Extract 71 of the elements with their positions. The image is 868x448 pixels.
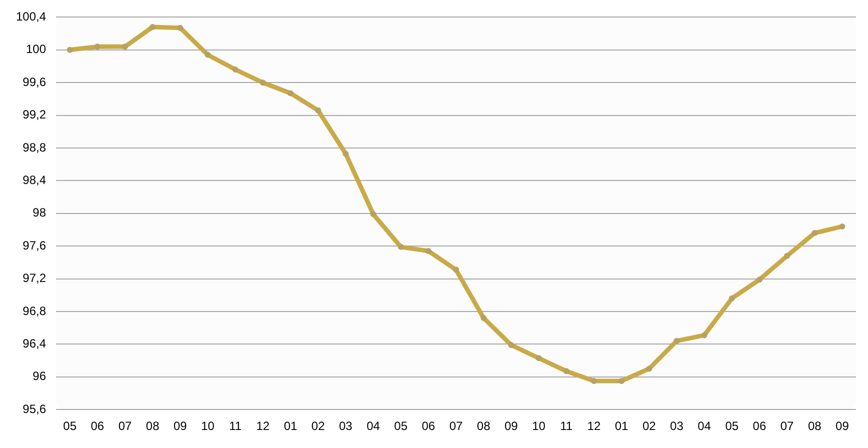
x-tick-label: 11 xyxy=(229,419,242,434)
x-tick-label: 10 xyxy=(532,419,546,434)
x-tick-label: 11 xyxy=(560,419,573,434)
point xyxy=(66,46,73,53)
point xyxy=(315,107,322,114)
point xyxy=(536,355,542,362)
y-tick-label: 98,8 xyxy=(22,140,46,154)
x-tick-label: 09 xyxy=(173,419,188,434)
y-tick-label: 96 xyxy=(32,369,46,384)
point xyxy=(563,368,570,374)
point xyxy=(150,24,156,30)
x-tick-label: 12 xyxy=(256,419,270,434)
y-tick-label: 98,4 xyxy=(22,173,46,188)
x-tick-label: 01 xyxy=(284,419,298,434)
point xyxy=(122,44,128,50)
x-tick-label: 02 xyxy=(311,419,326,434)
x-tick-label: 07 xyxy=(449,419,464,434)
x-tick-label: 06 xyxy=(90,419,104,434)
y-tick-label: 99,6 xyxy=(22,74,46,89)
point xyxy=(94,44,100,50)
y-tick-label: 100,4 xyxy=(16,10,46,24)
x-tick-label: 05 xyxy=(725,419,739,434)
point xyxy=(204,52,211,58)
point xyxy=(674,338,680,344)
y-tick-label: 97,2 xyxy=(22,271,46,286)
point xyxy=(177,24,184,31)
point xyxy=(701,332,708,338)
y-tick-label: 97,6 xyxy=(22,238,46,252)
point xyxy=(370,211,376,218)
x-tick-label: 09 xyxy=(836,419,850,434)
x-tick-label: 03 xyxy=(670,419,684,434)
point xyxy=(646,366,652,372)
point xyxy=(453,266,460,273)
x-tick-label: 08 xyxy=(146,419,160,434)
x-tick-label: 08 xyxy=(808,419,822,434)
y-tick-label: 96,8 xyxy=(22,304,46,318)
point xyxy=(425,248,432,254)
point xyxy=(728,295,735,302)
y-tick-label: 95,6 xyxy=(22,402,46,416)
x-tick-label: 04 xyxy=(698,419,712,434)
x-tick-label: 07 xyxy=(780,419,794,434)
point xyxy=(232,66,238,73)
point xyxy=(618,378,625,384)
point xyxy=(508,342,514,348)
point xyxy=(342,150,349,157)
point xyxy=(260,80,266,86)
x-tick-label: 10 xyxy=(201,419,215,434)
y-tick-label: 98 xyxy=(32,206,46,220)
x-tick-label: 04 xyxy=(366,419,380,434)
x-tick-label: 06 xyxy=(422,419,436,434)
point xyxy=(480,315,487,322)
y-tick-label: 99,2 xyxy=(22,108,46,122)
point xyxy=(756,276,762,283)
point xyxy=(288,90,294,96)
x-tick-label: 01 xyxy=(614,419,629,434)
point xyxy=(812,230,818,236)
point xyxy=(784,252,790,259)
y-tick-label: 96,4 xyxy=(22,336,46,351)
x-tick-label: 05 xyxy=(63,419,77,434)
x-tick-label: 07 xyxy=(118,419,132,434)
x-tick-label: 08 xyxy=(476,419,491,434)
point xyxy=(839,223,846,230)
x-tick-label: 02 xyxy=(642,419,656,434)
x-tick-label: 06 xyxy=(752,419,766,434)
y-tick-label: 100 xyxy=(26,42,46,56)
x-tick-label: 03 xyxy=(338,419,353,434)
x-tick-label: 05 xyxy=(394,419,408,434)
point xyxy=(590,378,597,384)
point xyxy=(398,244,404,250)
x-tick-label: 09 xyxy=(504,419,518,434)
x-tick-label: 12 xyxy=(587,419,601,434)
